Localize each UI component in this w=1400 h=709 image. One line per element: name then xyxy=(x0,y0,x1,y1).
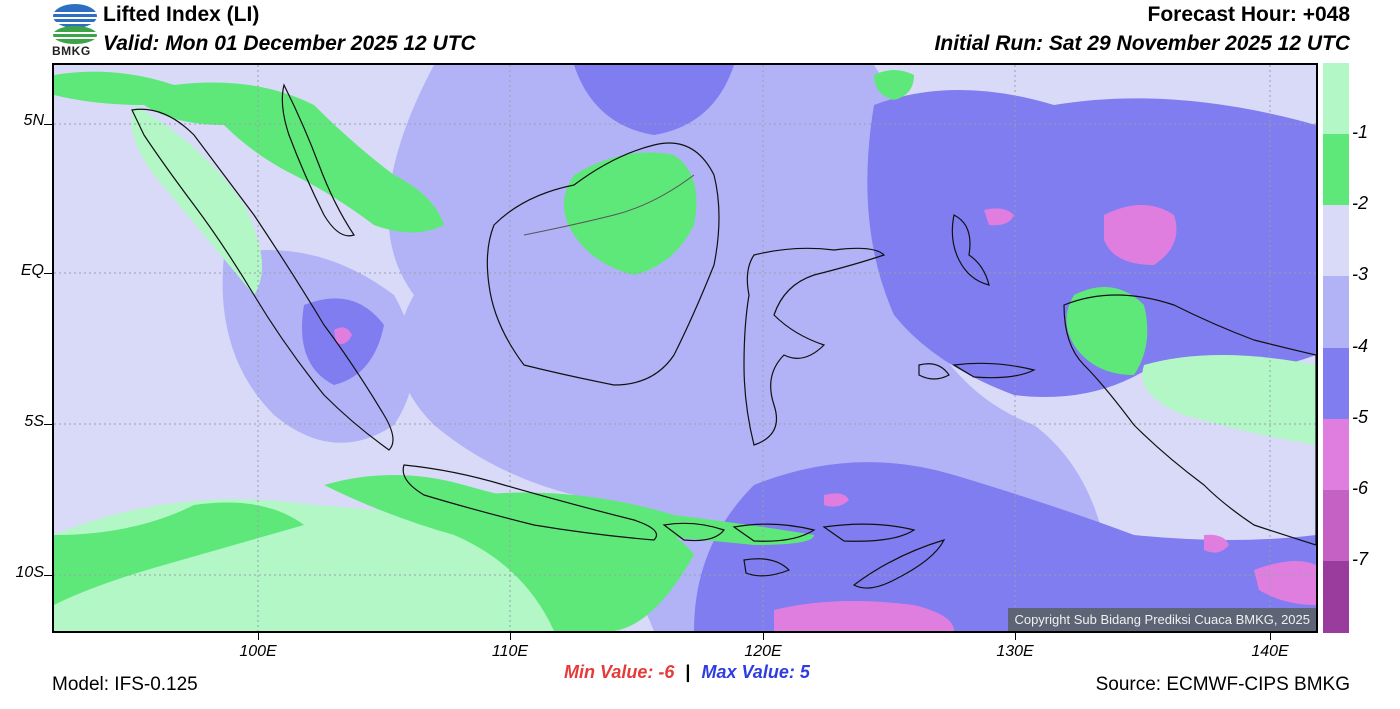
max-value: 5 xyxy=(799,662,810,682)
coast-sumba xyxy=(743,558,791,577)
min-value: -6 xyxy=(658,662,675,682)
x-tick xyxy=(510,633,511,640)
max-label: Max Value: xyxy=(701,662,795,682)
colorbar-swatch xyxy=(1323,347,1349,420)
colorbar-label: -2 xyxy=(1352,193,1369,214)
coast-timor xyxy=(852,539,946,589)
border-borneo xyxy=(523,174,695,236)
field-green xyxy=(474,492,814,545)
valid-time: Valid: Mon 01 December 2025 12 UTC xyxy=(103,32,476,55)
field-lightgreen xyxy=(131,105,262,295)
colorbar xyxy=(1323,63,1349,633)
field-blue xyxy=(867,90,1316,397)
map-canvas xyxy=(54,65,1316,631)
li-map: Copyright Sub Bidang Prediksi Cuaca BMKG… xyxy=(52,63,1318,633)
colorbar-label: -7 xyxy=(1352,548,1369,569)
coast-buru xyxy=(918,363,950,380)
y-tick xyxy=(44,273,52,274)
colorbar-swatch xyxy=(1323,63,1349,135)
field-pink xyxy=(1104,205,1177,265)
source-info: Source: ECMWF-CIPS BMKG xyxy=(1095,674,1350,695)
x-label-110e: 110E xyxy=(491,643,529,660)
min-max-values: Min Value: -6 | Max Value: 5 xyxy=(564,662,810,683)
coast-flores xyxy=(822,523,916,542)
y-label-5n: 5N xyxy=(23,112,44,129)
separator: | xyxy=(685,662,691,682)
coast-halmahera xyxy=(951,214,990,286)
field-pink xyxy=(984,208,1014,226)
x-tick xyxy=(1270,633,1271,640)
coast-sumbawa xyxy=(732,523,816,542)
coast-seram xyxy=(952,362,1036,379)
x-label-100e: 100E xyxy=(239,643,277,660)
coast-sulawesi xyxy=(743,247,886,446)
y-label-5s: 5S xyxy=(24,413,44,430)
copyright-notice: Copyright Sub Bidang Prediksi Cuaca BMKG… xyxy=(1008,608,1316,631)
coast-papua xyxy=(1063,294,1316,546)
y-tick xyxy=(44,124,52,125)
field-green xyxy=(324,475,694,631)
y-tick xyxy=(44,575,52,576)
field-pink xyxy=(334,327,352,344)
field-lightgreen xyxy=(1142,355,1316,445)
y-label-eq: EQ xyxy=(20,262,44,279)
field-blue xyxy=(694,462,1316,631)
field-green xyxy=(874,70,914,100)
field-pink xyxy=(824,493,849,507)
coast-sumatra xyxy=(131,108,394,451)
graticule xyxy=(54,65,1316,631)
field-green xyxy=(564,152,697,275)
min-label: Min Value: xyxy=(564,662,654,682)
x-label-130e: 130E xyxy=(996,643,1034,660)
colorbar-swatch xyxy=(1323,560,1349,633)
field-green xyxy=(54,71,444,233)
coast-malaya xyxy=(281,83,355,237)
x-tick xyxy=(1015,633,1016,640)
colorbar-swatch xyxy=(1323,489,1349,562)
colorbar-label: -6 xyxy=(1352,477,1369,498)
coast-borneo xyxy=(486,142,720,386)
colorbar-label: -4 xyxy=(1352,335,1369,356)
field-pink xyxy=(774,601,954,631)
field-green xyxy=(1066,287,1148,375)
x-tick xyxy=(258,633,259,640)
field-green xyxy=(54,502,304,605)
coastlines xyxy=(131,83,1316,589)
x-tick xyxy=(763,633,764,640)
colorbar-label: -3 xyxy=(1352,264,1369,285)
x-label-140e: 140E xyxy=(1251,643,1289,660)
logo-text: BMKG xyxy=(52,44,91,58)
initial-run: Initial Run: Sat 29 November 2025 12 UTC xyxy=(934,32,1350,55)
y-label-10s: 10S xyxy=(15,564,44,581)
colorbar-swatch xyxy=(1323,276,1349,349)
map-title: Lifted Index (LI) xyxy=(103,3,260,26)
forecast-hour: Forecast Hour: +048 xyxy=(1147,3,1351,26)
colorbar-label: -1 xyxy=(1352,122,1369,143)
colorbar-swatch xyxy=(1323,134,1349,207)
bmkg-logo xyxy=(53,4,97,44)
coast-java xyxy=(402,464,658,541)
y-tick xyxy=(44,424,52,425)
colorbar-label: -5 xyxy=(1352,406,1369,427)
model-info: Model: IFS-0.125 xyxy=(52,674,198,695)
x-label-120e: 120E xyxy=(744,643,782,660)
colorbar-swatch xyxy=(1323,418,1349,491)
coast-bali-lombok xyxy=(662,522,725,542)
field-blue xyxy=(574,65,734,135)
colorbar-swatch xyxy=(1323,205,1349,278)
field-pink xyxy=(1204,534,1229,553)
